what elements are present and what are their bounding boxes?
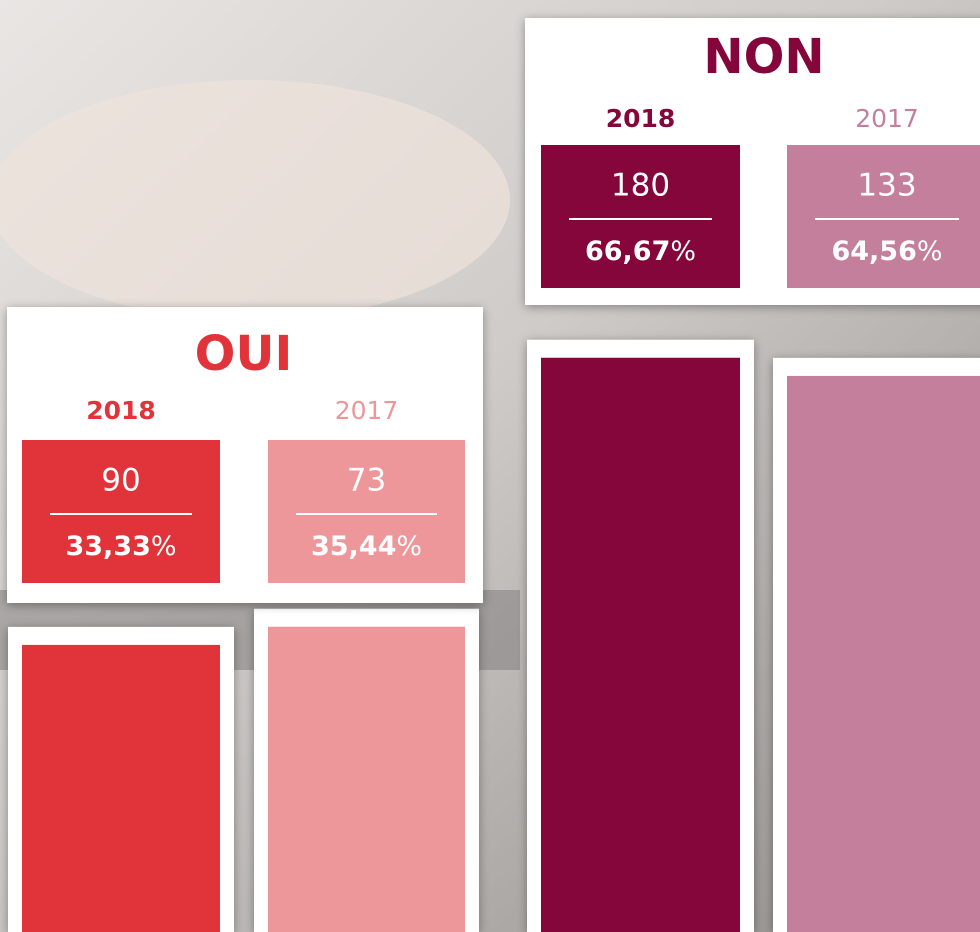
- percent-unit: %: [396, 531, 422, 562]
- percent-value: 66,67: [585, 236, 670, 267]
- year-label: 2018: [86, 396, 156, 425]
- count-label: 90: [101, 463, 140, 499]
- value-box: [268, 440, 465, 583]
- percent-label: 33,33%: [65, 531, 176, 562]
- count-label: 180: [611, 168, 670, 204]
- year-label: 2017: [855, 104, 919, 133]
- percent-unit: %: [151, 531, 177, 562]
- bar: [22, 645, 220, 932]
- percent-value: 35,44: [311, 531, 396, 562]
- percent-unit: %: [917, 236, 943, 267]
- count-label: 73: [347, 463, 386, 499]
- background-hand: [0, 80, 510, 320]
- year-label: 2017: [335, 396, 399, 425]
- value-box: [22, 440, 220, 583]
- count-label: 133: [857, 168, 916, 204]
- percent-label: 64,56%: [831, 236, 942, 267]
- percent-label: 35,44%: [311, 531, 422, 562]
- percent-value: 64,56: [831, 236, 916, 267]
- percent-label: 66,67%: [585, 236, 696, 267]
- group-title: OUI: [195, 326, 293, 382]
- value-box: [787, 145, 980, 288]
- bar: [268, 627, 465, 932]
- bar: [787, 376, 980, 932]
- value-box: [541, 145, 740, 288]
- infographic: OUI 2018 90 33,33% 2017 73 35,44% NON 2018 180 66,…: [0, 0, 980, 932]
- percent-unit: %: [670, 236, 696, 267]
- group-title: NON: [703, 29, 824, 85]
- bar: [541, 358, 740, 932]
- year-label: 2018: [606, 104, 676, 133]
- percent-value: 33,33: [65, 531, 150, 562]
